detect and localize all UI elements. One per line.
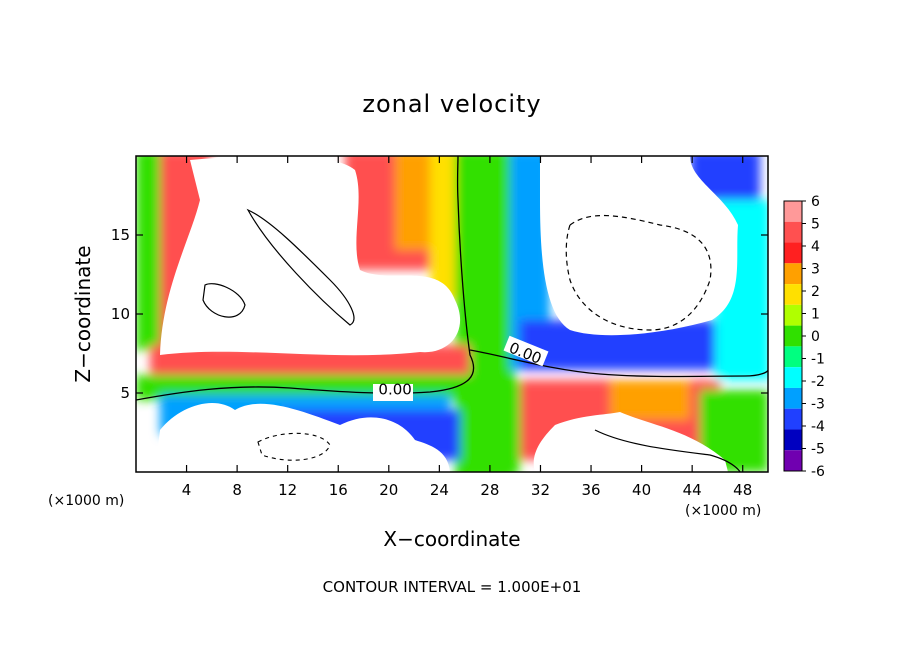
x-tick-label: 40 [632, 481, 651, 499]
x-tick-label: 4 [182, 481, 192, 499]
y-axis-label: Z−coordinate [71, 245, 95, 382]
contour-upper-left-loop [246, 208, 355, 326]
colorbar-swatch [784, 242, 802, 264]
field-region-lower-left-white [155, 402, 450, 472]
colorbar-label: -6 [811, 464, 825, 480]
x-tick-label: 12 [278, 481, 297, 499]
colorbar-label: 0 [811, 329, 820, 345]
x-tick-label: 32 [531, 481, 550, 499]
field-region-left-green [136, 156, 160, 350]
colorbar-label: 4 [811, 239, 820, 255]
x-tick-label: 8 [232, 481, 242, 499]
contour-small-loop [202, 283, 246, 318]
x-unit-left: (×1000 m) [48, 493, 124, 509]
contour-lower-right [594, 429, 741, 472]
x-tick-label: 28 [480, 481, 499, 499]
contour-label: 0.00 [378, 381, 411, 399]
contour-zero-right [469, 349, 768, 378]
x-tick-label: 44 [683, 481, 702, 499]
x-tick-label: 16 [329, 481, 348, 499]
heatmap-field [136, 156, 768, 472]
colorbar-swatch [784, 450, 802, 471]
contour-upper-right-dashed [565, 215, 712, 331]
colorbar-label: -1 [811, 352, 825, 368]
contour-label-bg-2 [503, 335, 549, 367]
colorbar-swatch [784, 304, 802, 326]
colorbar-label: 3 [811, 262, 820, 278]
colorbar-label: -4 [811, 419, 825, 435]
colorbar: 6 5 4 3 2 1 0 -1 -2 -3 -4 -5 -6 [783, 194, 825, 480]
colorbar-swatch [784, 284, 802, 305]
contour-interval-note: CONTOUR INTERVAL = 1.000E+01 [323, 578, 582, 596]
colorbar-swatch [784, 346, 802, 368]
colorbar-label: 2 [811, 284, 820, 300]
x-tick-label: 20 [379, 481, 398, 499]
colorbar-swatch [784, 325, 802, 347]
contour-lower-left-dashed [257, 432, 331, 461]
field-region-lowright-green [490, 380, 520, 472]
y-tick-label: 15 [111, 226, 130, 244]
colorbar-swatch [784, 367, 802, 388]
colorbar-label: -5 [811, 442, 825, 458]
colorbar-label: -2 [811, 374, 825, 390]
x-axis-label: X−coordinate [383, 527, 520, 551]
x-tick-label: 48 [733, 481, 752, 499]
x-tick-label: 24 [430, 481, 449, 499]
field-region-upper-right-white [540, 156, 738, 336]
field-region-lowright-orange [610, 380, 690, 420]
colorbar-swatch [784, 408, 802, 430]
y-axis-ticks: 5 10 15 [111, 226, 768, 402]
colorbar-label: 6 [811, 194, 820, 210]
field-region-upper-left-white [160, 156, 461, 356]
colorbar-label: 1 [811, 307, 820, 323]
colorbar-swatch [784, 429, 802, 451]
colorbar-swatch [784, 201, 802, 222]
x-tick-label: 36 [581, 481, 600, 499]
y-tick-label: 10 [111, 305, 130, 323]
x-unit-right: (×1000 m) [685, 503, 761, 519]
contour-label-bg-1 [373, 384, 413, 401]
colorbar-swatch [784, 263, 802, 285]
colorbar-label: -3 [811, 397, 825, 413]
colorbar-swatch [784, 221, 802, 243]
x-axis-ticks: 4 8 12 16 20 24 28 32 36 40 44 48 [182, 156, 752, 499]
colorbar-swatch [784, 387, 802, 409]
y-tick-label: 5 [120, 384, 130, 402]
chart-title: zonal velocity [362, 90, 541, 118]
colorbar-label: 5 [811, 217, 820, 233]
contour-zero [136, 156, 475, 401]
